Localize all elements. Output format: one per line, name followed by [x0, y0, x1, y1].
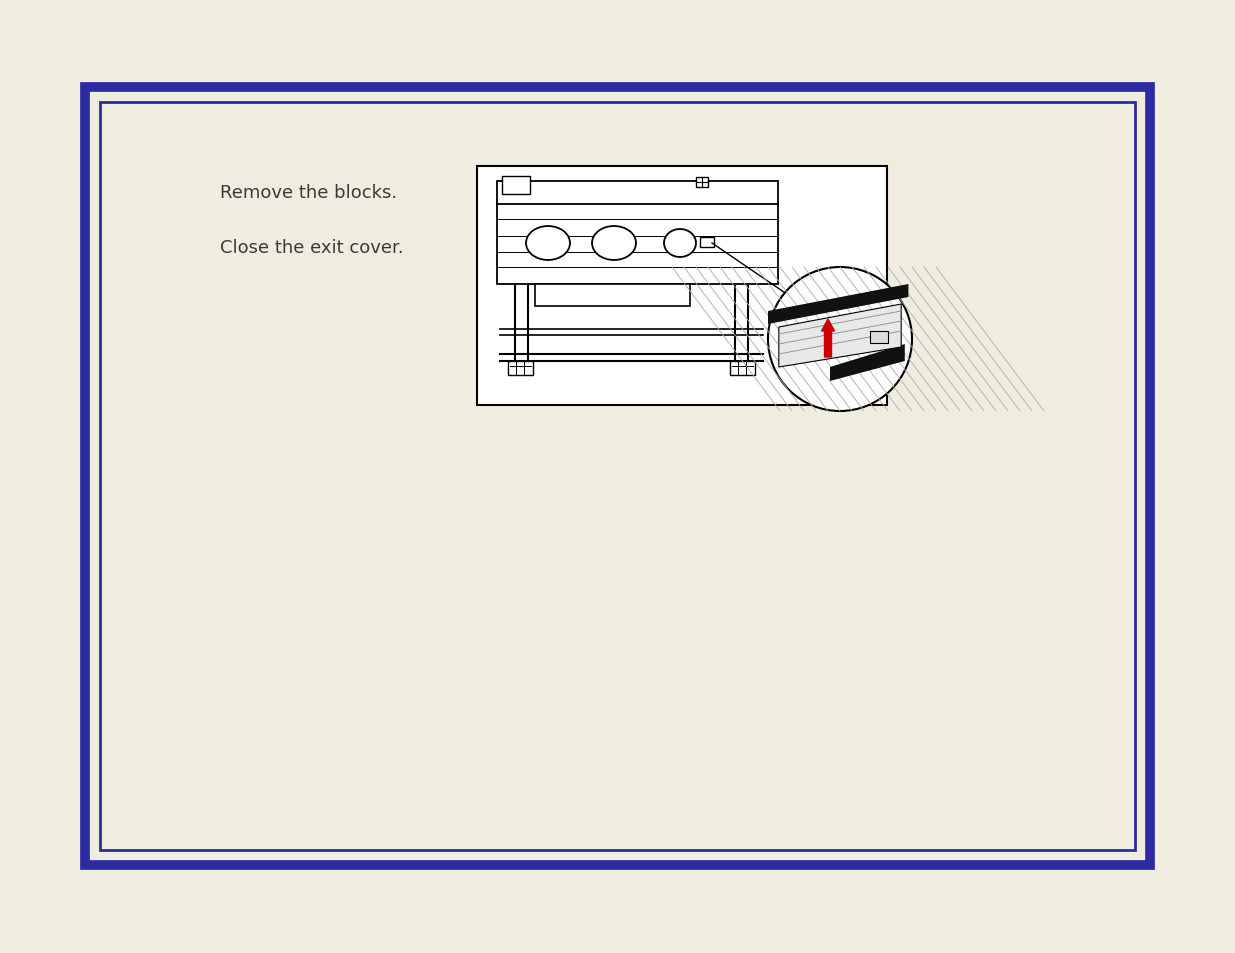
- Ellipse shape: [592, 227, 636, 261]
- Bar: [496, 203, 778, 285]
- FancyArrow shape: [821, 319, 835, 357]
- Bar: [85, 88, 1150, 865]
- Bar: [697, 178, 708, 188]
- Bar: [730, 361, 755, 375]
- Bar: [535, 285, 690, 307]
- Bar: [700, 237, 714, 248]
- Polygon shape: [779, 305, 902, 368]
- Bar: [496, 182, 778, 205]
- Text: Remove the blocks.: Remove the blocks.: [220, 184, 398, 202]
- Polygon shape: [830, 345, 905, 381]
- Polygon shape: [768, 285, 909, 325]
- Bar: [869, 332, 888, 344]
- Bar: [501, 177, 530, 194]
- Ellipse shape: [526, 227, 571, 261]
- Circle shape: [768, 268, 911, 412]
- Text: Close the exit cover.: Close the exit cover.: [220, 239, 404, 256]
- Bar: [508, 361, 534, 375]
- Ellipse shape: [664, 230, 697, 257]
- Bar: [477, 167, 887, 406]
- Bar: [100, 103, 1135, 850]
